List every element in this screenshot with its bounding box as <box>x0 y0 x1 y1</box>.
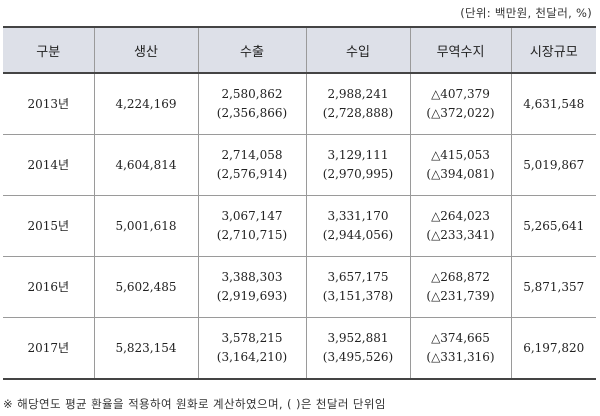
header-export: 수출 <box>197 26 307 74</box>
export-krw: 2,714,058 <box>221 148 283 162</box>
unit-note: (단위: 백만원, 천달러, %) <box>460 6 592 20</box>
import-cell: 3,129,111 (2,970,995) <box>305 134 411 196</box>
import-krw: 2,988,241 <box>327 87 389 101</box>
table-row: 2017년 5,823,154 3,578,215 (3,164,210) 3,9… <box>3 317 596 380</box>
balance-krw: △268,872 <box>431 270 490 284</box>
balance-cell: △407,379 (△372,022) <box>409 72 512 135</box>
table-header-row: 구분 생산 수출 수입 무역수지 시장규모 <box>3 26 596 74</box>
export-krw: 3,578,215 <box>221 331 283 345</box>
market-cell: 5,265,641 <box>510 195 596 257</box>
balance-krw: △264,023 <box>431 209 490 223</box>
import-cell: 3,331,170 (2,944,056) <box>305 195 411 257</box>
market-cell: 5,019,867 <box>510 134 596 196</box>
header-category: 구분 <box>3 26 95 74</box>
production-cell: 5,001,618 <box>93 195 199 257</box>
export-krw: 3,388,303 <box>221 270 283 284</box>
year-cell: 2017년 <box>3 317 95 380</box>
production-cell: 4,604,814 <box>93 134 199 196</box>
balance-krw: △374,665 <box>431 331 490 345</box>
table-row: 2015년 5,001,618 3,067,147 (2,710,715) 3,3… <box>3 195 596 257</box>
export-usd: (2,576,914) <box>216 167 288 181</box>
import-krw: 3,657,175 <box>327 270 389 284</box>
balance-cell: △415,053 (△394,081) <box>409 134 512 196</box>
balance-cell: △264,023 (△233,341) <box>409 195 512 257</box>
market-cell: 6,197,820 <box>510 317 596 380</box>
balance-cell: △268,872 (△231,739) <box>409 256 512 318</box>
balance-usd: (△372,022) <box>426 106 495 120</box>
import-usd: (2,728,888) <box>322 106 394 120</box>
production-cell: 4,224,169 <box>93 72 199 135</box>
header-trade-balance: 무역수지 <box>409 26 512 74</box>
import-krw: 3,129,111 <box>327 148 389 162</box>
balance-usd: (△331,316) <box>426 350 495 364</box>
statistics-table: 구분 생산 수출 수입 무역수지 시장규모 2013년 4,224,169 2,… <box>3 26 596 380</box>
header-production: 생산 <box>93 26 199 74</box>
table-row: 2014년 4,604,814 2,714,058 (2,576,914) 3,1… <box>3 134 596 196</box>
export-usd: (3,164,210) <box>216 350 288 364</box>
import-krw: 3,952,881 <box>327 331 389 345</box>
year-cell: 2016년 <box>3 256 95 318</box>
export-krw: 2,580,862 <box>221 87 283 101</box>
market-cell: 4,631,548 <box>510 72 596 135</box>
balance-krw: △407,379 <box>431 87 490 101</box>
balance-krw: △415,053 <box>431 148 490 162</box>
year-cell: 2013년 <box>3 72 95 135</box>
import-krw: 3,331,170 <box>327 209 389 223</box>
balance-usd: (△233,341) <box>426 228 495 242</box>
production-cell: 5,823,154 <box>93 317 199 380</box>
export-cell: 3,578,215 (3,164,210) <box>197 317 307 380</box>
import-cell: 2,988,241 (2,728,888) <box>305 72 411 135</box>
export-usd: (2,919,693) <box>216 289 288 303</box>
year-cell: 2015년 <box>3 195 95 257</box>
export-cell: 3,388,303 (2,919,693) <box>197 256 307 318</box>
import-usd: (2,970,995) <box>322 167 394 181</box>
header-import: 수입 <box>305 26 411 74</box>
import-usd: (2,944,056) <box>322 228 394 242</box>
production-cell: 5,602,485 <box>93 256 199 318</box>
import-usd: (3,495,526) <box>322 350 394 364</box>
import-usd: (3,151,378) <box>322 289 394 303</box>
export-cell: 2,580,862 (2,356,866) <box>197 72 307 135</box>
export-usd: (2,356,866) <box>216 106 288 120</box>
import-cell: 3,657,175 (3,151,378) <box>305 256 411 318</box>
export-krw: 3,067,147 <box>221 209 283 223</box>
table-row: 2016년 5,602,485 3,388,303 (2,919,693) 3,6… <box>3 256 596 318</box>
table-row: 2013년 4,224,169 2,580,862 (2,356,866) 2,9… <box>3 72 596 135</box>
year-cell: 2014년 <box>3 134 95 196</box>
balance-usd: (△231,739) <box>426 289 495 303</box>
export-cell: 2,714,058 (2,576,914) <box>197 134 307 196</box>
export-cell: 3,067,147 (2,710,715) <box>197 195 307 257</box>
balance-usd: (△394,081) <box>426 167 495 181</box>
footnote: ※ 해당연도 평균 환율을 적용하여 원화로 계산하였으며, ( )은 천달러 … <box>3 397 386 411</box>
market-cell: 5,871,357 <box>510 256 596 318</box>
import-cell: 3,952,881 (3,495,526) <box>305 317 411 380</box>
export-usd: (2,710,715) <box>216 228 288 242</box>
balance-cell: △374,665 (△331,316) <box>409 317 512 380</box>
header-market-size: 시장규모 <box>510 26 596 74</box>
